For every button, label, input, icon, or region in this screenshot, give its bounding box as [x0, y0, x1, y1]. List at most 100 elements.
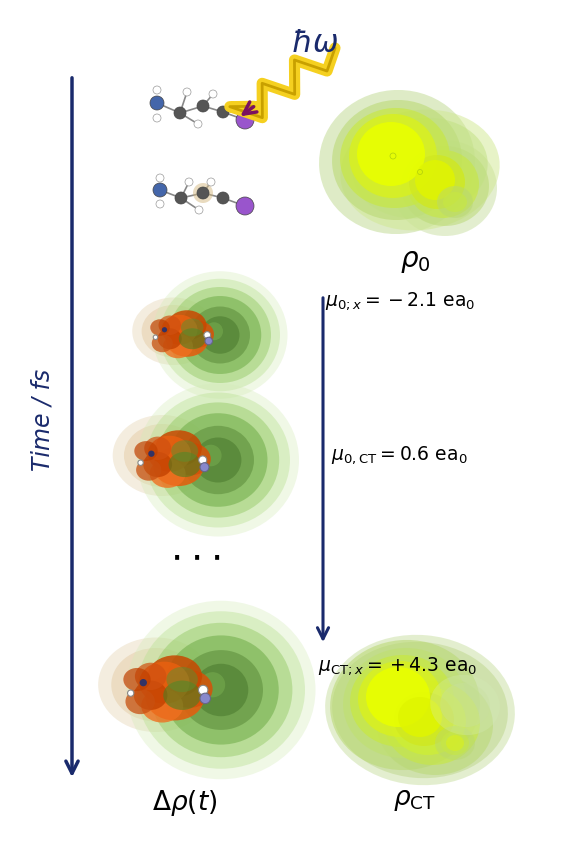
Ellipse shape: [163, 681, 201, 710]
Ellipse shape: [340, 108, 450, 208]
Circle shape: [200, 463, 209, 472]
Ellipse shape: [167, 310, 207, 340]
Circle shape: [217, 106, 229, 118]
Ellipse shape: [349, 114, 437, 198]
Ellipse shape: [157, 329, 182, 349]
Circle shape: [153, 114, 161, 122]
Ellipse shape: [325, 635, 515, 786]
Circle shape: [197, 187, 209, 199]
Text: $\mu_{0,\mathrm{CT}} = 0.6\ \mathrm{ea_0}$: $\mu_{0,\mathrm{CT}} = 0.6\ \mathrm{ea_0…: [331, 444, 468, 466]
Circle shape: [153, 183, 167, 197]
Circle shape: [193, 183, 213, 203]
Ellipse shape: [358, 661, 442, 737]
Ellipse shape: [162, 315, 197, 345]
Ellipse shape: [437, 186, 473, 218]
Ellipse shape: [163, 335, 193, 358]
Ellipse shape: [124, 424, 200, 487]
Circle shape: [199, 456, 207, 464]
Circle shape: [138, 460, 143, 466]
Ellipse shape: [343, 648, 467, 758]
Ellipse shape: [401, 146, 489, 226]
Circle shape: [127, 690, 134, 696]
Ellipse shape: [160, 279, 280, 391]
Ellipse shape: [145, 675, 204, 720]
Text: $\cdot$: $\cdot$: [210, 539, 220, 577]
Ellipse shape: [409, 155, 465, 209]
Text: $\rho_0$: $\rho_0$: [400, 248, 430, 275]
Ellipse shape: [169, 287, 271, 383]
Ellipse shape: [148, 655, 202, 697]
Ellipse shape: [394, 692, 454, 746]
Ellipse shape: [152, 335, 173, 352]
Text: $\hbar\omega$: $\hbar\omega$: [291, 28, 339, 59]
Ellipse shape: [143, 452, 172, 477]
Ellipse shape: [390, 687, 466, 755]
Ellipse shape: [157, 402, 279, 518]
Circle shape: [195, 206, 203, 214]
Ellipse shape: [152, 271, 288, 399]
Text: $\rho_{\mathrm{CT}}$: $\rho_{\mathrm{CT}}$: [394, 788, 437, 813]
Ellipse shape: [168, 414, 267, 507]
Ellipse shape: [135, 662, 166, 690]
Ellipse shape: [163, 636, 278, 745]
Ellipse shape: [98, 637, 214, 732]
Circle shape: [204, 331, 211, 338]
Ellipse shape: [350, 655, 454, 747]
Ellipse shape: [123, 668, 151, 691]
Circle shape: [199, 685, 208, 694]
Text: $\mu_{0;x} = -2.1\ \mathrm{ea_0}$: $\mu_{0;x} = -2.1\ \mathrm{ea_0}$: [325, 290, 475, 312]
Ellipse shape: [111, 648, 200, 721]
Ellipse shape: [319, 90, 475, 234]
Circle shape: [140, 679, 147, 687]
Ellipse shape: [430, 675, 500, 735]
Circle shape: [156, 200, 164, 208]
Ellipse shape: [137, 611, 305, 769]
Circle shape: [197, 100, 209, 112]
Ellipse shape: [139, 662, 189, 704]
Text: $\cdot$: $\cdot$: [170, 539, 180, 577]
Ellipse shape: [443, 192, 467, 212]
Ellipse shape: [159, 316, 181, 335]
Ellipse shape: [137, 383, 299, 537]
Ellipse shape: [171, 443, 211, 475]
Circle shape: [194, 120, 202, 128]
Ellipse shape: [149, 623, 292, 757]
Circle shape: [162, 327, 167, 332]
Circle shape: [148, 451, 155, 457]
Ellipse shape: [190, 307, 250, 363]
Circle shape: [209, 90, 217, 98]
Circle shape: [200, 672, 225, 697]
Ellipse shape: [435, 726, 475, 760]
Circle shape: [236, 111, 254, 129]
Ellipse shape: [440, 683, 490, 727]
Ellipse shape: [181, 318, 203, 336]
Ellipse shape: [141, 689, 183, 722]
Text: $\mu_{\mathrm{CT};x} = +4.3\ \mathrm{ea_0}$: $\mu_{\mathrm{CT};x} = +4.3\ \mathrm{ea_…: [318, 655, 477, 677]
Ellipse shape: [195, 438, 241, 483]
Ellipse shape: [384, 681, 480, 765]
Ellipse shape: [134, 441, 157, 461]
Ellipse shape: [446, 735, 464, 751]
Circle shape: [174, 107, 186, 119]
Circle shape: [205, 323, 223, 340]
Ellipse shape: [166, 323, 208, 356]
Ellipse shape: [155, 430, 202, 466]
Circle shape: [200, 445, 222, 466]
Ellipse shape: [153, 447, 204, 486]
Ellipse shape: [357, 122, 425, 186]
Text: Time / fs: Time / fs: [30, 369, 54, 471]
Ellipse shape: [393, 140, 497, 236]
Ellipse shape: [179, 650, 263, 730]
Ellipse shape: [148, 436, 191, 472]
Ellipse shape: [113, 415, 212, 496]
Ellipse shape: [149, 460, 186, 488]
Ellipse shape: [168, 452, 201, 477]
Ellipse shape: [136, 460, 162, 480]
Circle shape: [150, 96, 164, 110]
Ellipse shape: [398, 697, 442, 737]
Ellipse shape: [146, 393, 290, 527]
Ellipse shape: [415, 160, 455, 200]
Circle shape: [175, 192, 187, 204]
Circle shape: [205, 337, 212, 345]
Ellipse shape: [166, 667, 198, 692]
